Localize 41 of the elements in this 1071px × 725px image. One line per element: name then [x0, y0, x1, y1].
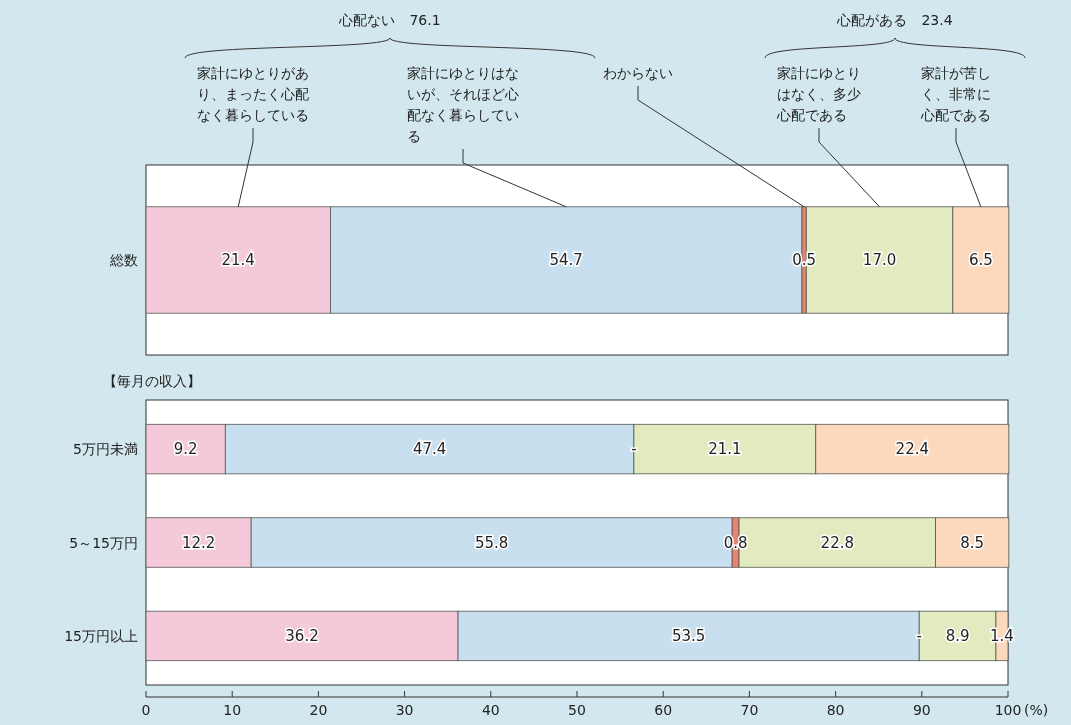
y-tick-label: 総数 [109, 252, 138, 268]
data-label: 36.2 [285, 626, 319, 645]
x-tick-label: 10 [223, 702, 242, 718]
x-tick-label: 50 [568, 702, 586, 718]
data-label: 47.4 [412, 440, 447, 459]
text: 家計にゆとりはなく、多少心配である [776, 65, 861, 123]
text: - [631, 440, 637, 459]
x-tick-label: 90 [912, 702, 931, 718]
data-label: 8.5 [960, 533, 985, 552]
data-label: 21.1 [708, 440, 742, 459]
data-label: 22.8 [820, 533, 855, 552]
data-label: 54.7 [549, 251, 583, 269]
x-tick-label: 40 [481, 702, 500, 718]
data-label: 12.2 [181, 533, 216, 552]
data-label: 21.4 [221, 251, 255, 269]
y-tick-label: 15万円以上 [64, 627, 138, 644]
text: 心配がある 23.4 [836, 12, 953, 28]
data-label: 17.0 [862, 251, 897, 269]
data-label: 6.5 [968, 251, 993, 269]
text: 心配ない 76.1 [338, 12, 441, 28]
data-label: 8.9 [945, 626, 970, 645]
data-label: 22.4 [895, 440, 930, 459]
data-label: 55.8 [474, 533, 509, 552]
chart-title: 【毎月の収入】 [103, 373, 201, 389]
text: 家計にゆとりがあり、まったく心配なく暮らしている [197, 65, 309, 123]
x-tick-label: 20 [309, 702, 328, 718]
x-tick-label: 30 [395, 702, 414, 718]
y-tick-label: 5～15万円 [69, 534, 138, 551]
y-tick-label: 5万円未満 [73, 441, 138, 458]
text: わからない [603, 65, 673, 81]
x-tick-label: 70 [740, 702, 759, 718]
text: 家計にゆとりはないが、それほど心配なく暮らしている [407, 65, 519, 144]
text: - [916, 626, 922, 645]
x-tick-label: 0 [141, 702, 151, 718]
x-axis-title: (%) [1024, 702, 1049, 718]
x-tick-label: 60 [654, 702, 673, 718]
x-tick-label: 80 [826, 702, 845, 718]
x-tick-label: 100 [994, 702, 1022, 718]
data-label: 9.2 [173, 440, 198, 459]
text: 家計が苦しく、非常に心配である [920, 65, 991, 123]
data-label: 53.5 [671, 626, 706, 645]
